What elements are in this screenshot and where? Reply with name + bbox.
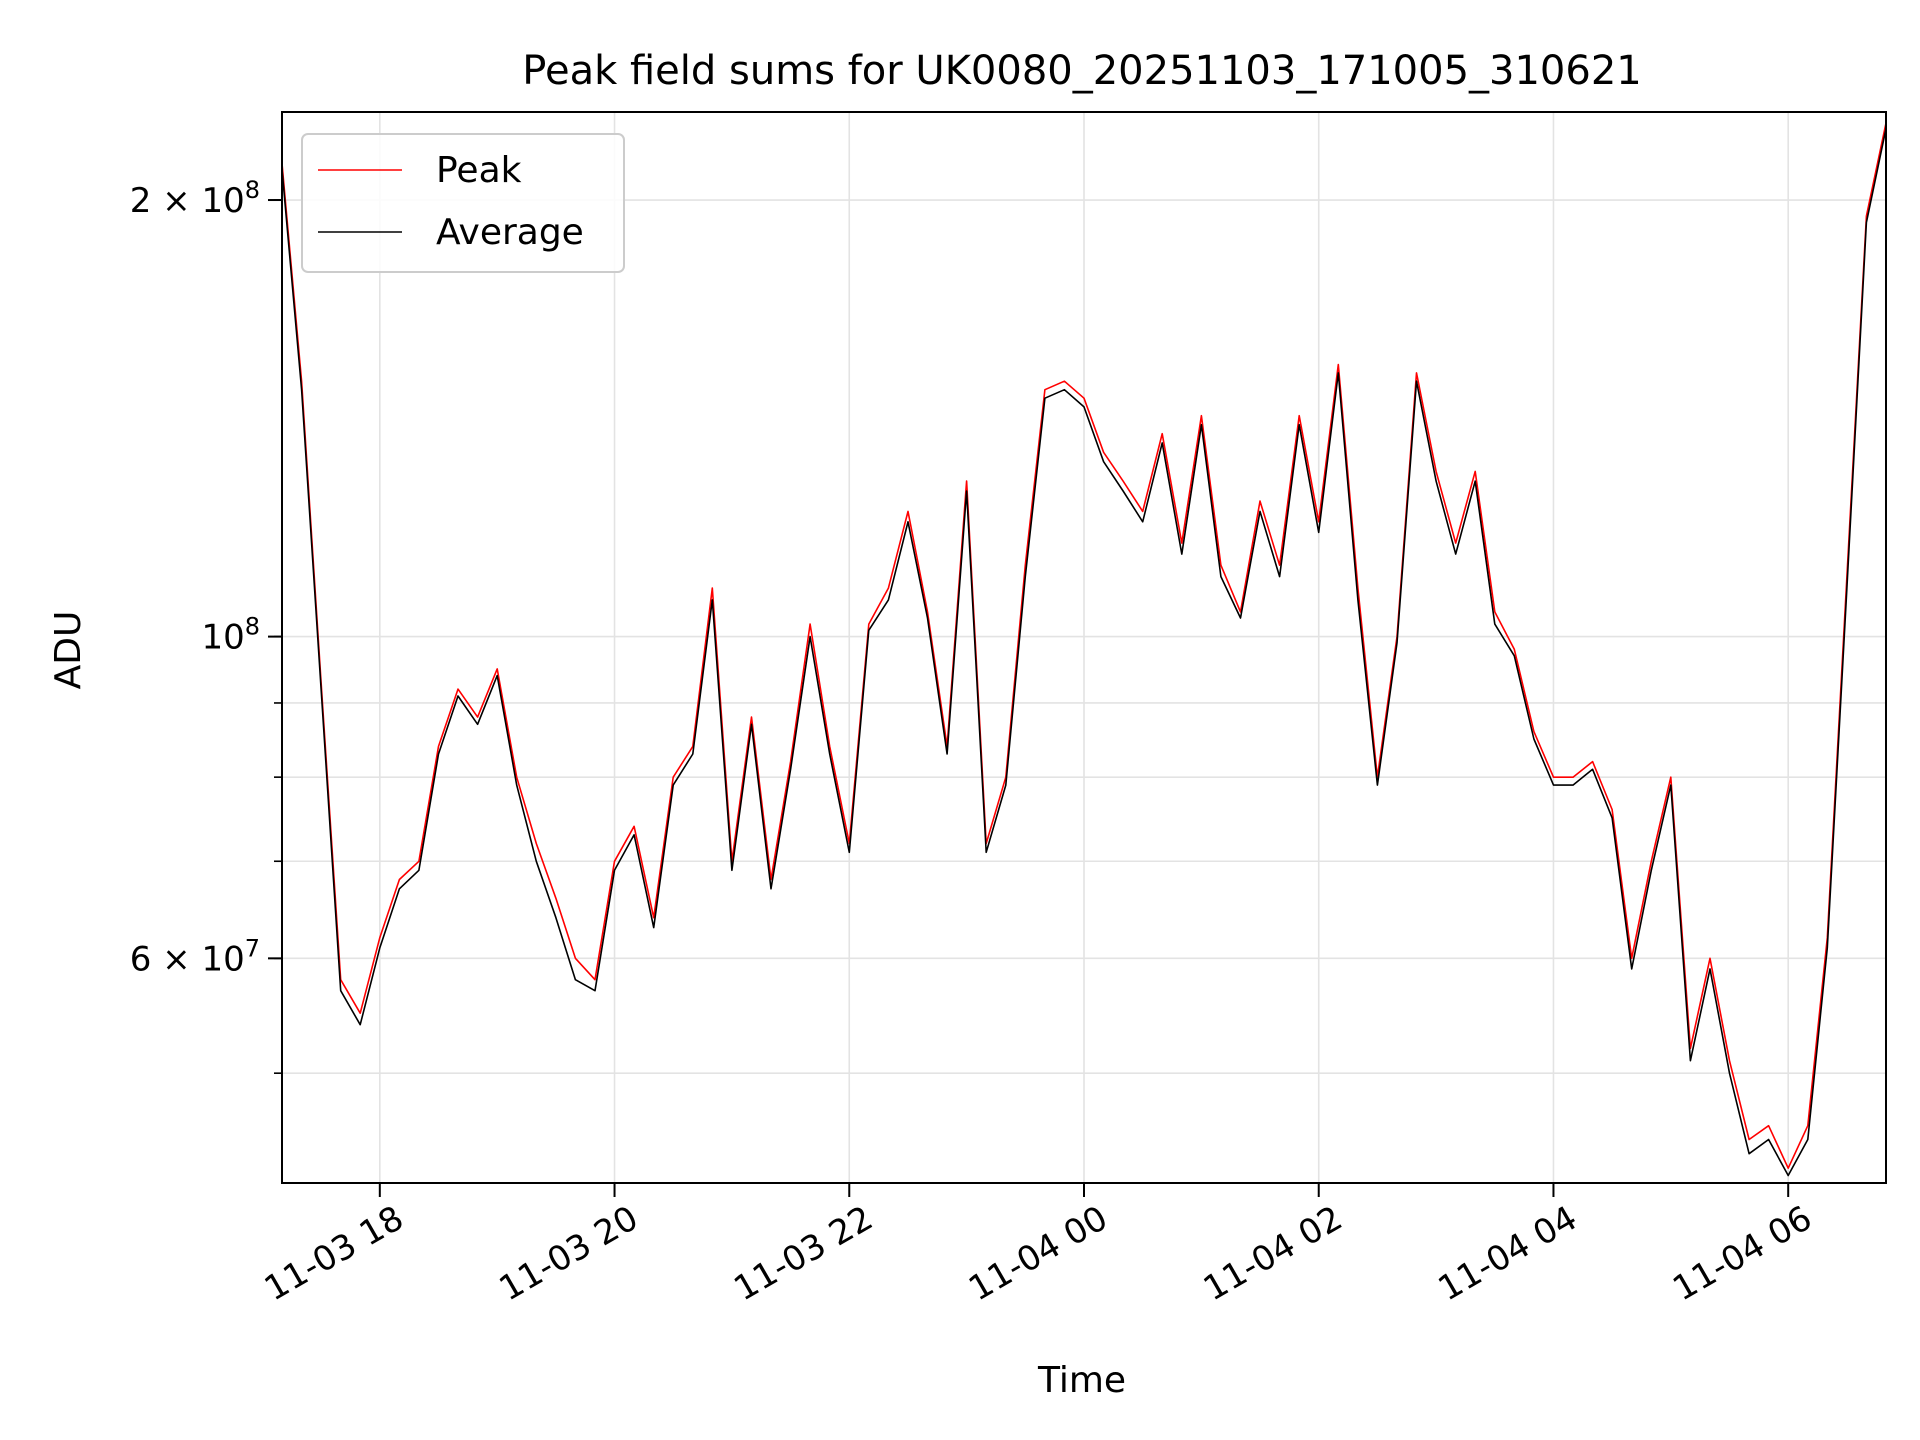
series-line-average bbox=[281, 128, 1887, 1177]
y-axis: 6 × 107 108 2 × 108 bbox=[130, 176, 282, 1074]
legend-average-label: Average bbox=[436, 212, 584, 253]
y-tick-label: 2 × 108 bbox=[130, 176, 260, 221]
x-axis-label: Time bbox=[1037, 1360, 1126, 1401]
legend-box bbox=[301, 133, 625, 273]
legend: Peak Average bbox=[301, 133, 625, 273]
y-axis-label: ADU bbox=[48, 611, 89, 690]
series-layer bbox=[281, 122, 1887, 1177]
legend-peak-label: Peak bbox=[436, 150, 522, 191]
y-tick-label: 6 × 107 bbox=[130, 934, 260, 979]
grid-lines bbox=[282, 112, 1886, 1183]
y-tick-label: 108 bbox=[201, 613, 260, 658]
chart-title: Peak field sums for UK0080_20251103_1710… bbox=[522, 48, 1641, 94]
series-line-peak bbox=[281, 122, 1887, 1169]
